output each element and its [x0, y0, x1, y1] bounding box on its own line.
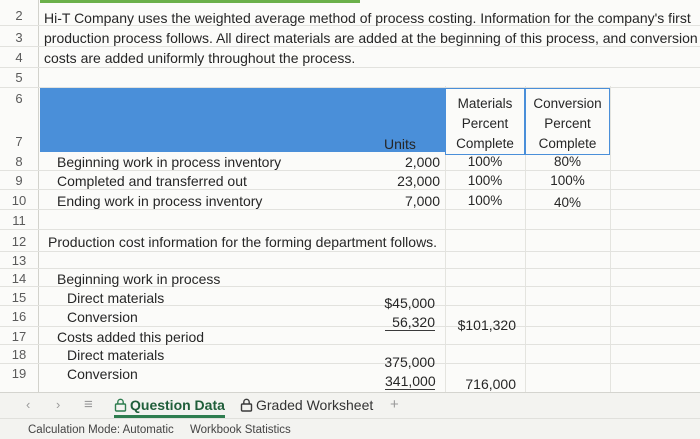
workbook-statistics[interactable]: Workbook Statistics [190, 424, 291, 436]
conversion-header-line3: Complete [538, 136, 597, 151]
row-number[interactable]: 10 [11, 193, 27, 208]
row-number[interactable]: 18 [11, 347, 27, 362]
header-band [40, 88, 445, 152]
bwip-label: Beginning work in process [57, 271, 221, 287]
row-number[interactable]: 8 [15, 154, 23, 169]
lock-icon [240, 398, 253, 412]
sheet-row [0, 287, 700, 306]
bwip-total: $101,320 [457, 317, 516, 333]
added-conv-label: Conversion [67, 366, 138, 382]
intro-line-1: Hi-T Company uses the weighted average m… [44, 10, 691, 26]
sheet-row [0, 345, 700, 364]
materials-header-line1: Materials [457, 96, 513, 111]
units-header: Units [384, 136, 416, 152]
bwip-dm-value: $45,000 [384, 295, 435, 311]
prev-sheet-icon[interactable]: ‹ [26, 397, 31, 412]
units-row-materials: 100% [467, 193, 503, 208]
row-number[interactable]: 5 [15, 70, 23, 85]
cost-section-title: Production cost information for the form… [48, 234, 438, 250]
row-number[interactable]: 6 [15, 91, 23, 106]
added-dm-label: Direct materials [67, 347, 165, 363]
selection-indicator [40, 0, 360, 3]
units-row-units: 7,000 [404, 193, 440, 209]
row-number[interactable]: 16 [11, 309, 27, 324]
sheet-row [0, 47, 700, 68]
sheet-row [0, 269, 700, 287]
tab-question-data-label: Question Data [130, 397, 225, 413]
row-number[interactable]: 15 [11, 290, 27, 305]
column-divider [445, 86, 446, 392]
status-bar: Calculation Mode: Automatic Workbook Sta… [0, 418, 700, 439]
conversion-header-cell [525, 88, 610, 155]
tab-graded-worksheet[interactable]: Graded Worksheet [240, 397, 373, 413]
sheet-row [0, 252, 700, 269]
row-number[interactable]: 3 [15, 30, 23, 45]
materials-header-line3: Complete [456, 136, 514, 151]
sheet-row [0, 306, 700, 327]
tab-question-data[interactable]: Question Data [114, 397, 225, 418]
tab-graded-worksheet-label: Graded Worksheet [256, 397, 374, 413]
units-row-materials: 100% [467, 154, 503, 169]
row-header-gutter [38, 0, 39, 392]
intro-line-3: costs are added uniformly throughout the… [44, 50, 356, 66]
conversion-header-line1: Conversion [533, 96, 602, 111]
units-row-conversion: 40% [553, 195, 582, 210]
lock-icon [114, 398, 127, 412]
materials-header-line2: Percent [461, 116, 509, 131]
row-number[interactable]: 2 [15, 8, 23, 23]
materials-header-cell [445, 88, 525, 155]
intro-line-2: production process follows. All direct m… [44, 30, 698, 46]
conversion-header-line2: Percent [544, 116, 591, 131]
row-number[interactable]: 9 [15, 173, 23, 188]
sheet-list-icon[interactable]: ≡ [84, 396, 93, 413]
column-divider [610, 86, 611, 392]
row-number[interactable]: 13 [11, 253, 27, 268]
sheet-row [0, 152, 700, 171]
sheet-tab-bar: ‹ › ≡ Question Data Graded Worksheet + [0, 392, 700, 419]
next-sheet-icon[interactable]: › [56, 397, 61, 412]
units-row-conversion: 80% [553, 154, 582, 169]
row-number[interactable]: 12 [11, 234, 27, 249]
spreadsheet-grid: 2 3 4 5 6 7 8 9 10 11 12 13 14 15 16 17 … [0, 0, 700, 392]
calculation-mode[interactable]: Calculation Mode: Automatic [28, 424, 174, 436]
added-conv-value: 341,000 [385, 373, 436, 390]
row-number[interactable]: 11 [12, 213, 26, 228]
sheet-row [0, 0, 700, 26]
add-sheet-icon[interactable]: + [390, 396, 399, 413]
column-divider [525, 86, 526, 392]
row-number[interactable]: 7 [15, 134, 23, 149]
row-number[interactable]: 17 [11, 329, 27, 344]
row-number[interactable]: 19 [11, 366, 27, 381]
sheet-row [0, 230, 700, 252]
units-row-conversion: 100% [550, 173, 585, 188]
units-row-label: Beginning work in process inventory [57, 154, 282, 170]
sheet-row [0, 26, 700, 47]
units-row-units: 23,000 [397, 173, 440, 189]
sheet-row [0, 68, 700, 88]
bwip-conv-label: Conversion [67, 309, 138, 325]
bwip-conv-value: 56,320 [385, 314, 435, 331]
sheet-row [0, 210, 700, 230]
sheet-row [0, 190, 700, 210]
units-row-materials: 100% [467, 173, 503, 188]
units-row-units: 2,000 [404, 154, 440, 170]
added-label: Costs added this period [57, 329, 205, 345]
units-row-label: Ending work in process inventory [57, 193, 263, 209]
row-number[interactable]: 4 [15, 50, 23, 65]
row-number[interactable]: 14 [11, 271, 27, 286]
added-total: 716,000 [465, 376, 516, 392]
units-row-label: Completed and transferred out [57, 173, 247, 189]
added-dm-value: 375,000 [384, 354, 435, 370]
bwip-dm-label: Direct materials [67, 290, 165, 306]
sheet-row [0, 171, 700, 190]
sheet-row [0, 327, 700, 345]
